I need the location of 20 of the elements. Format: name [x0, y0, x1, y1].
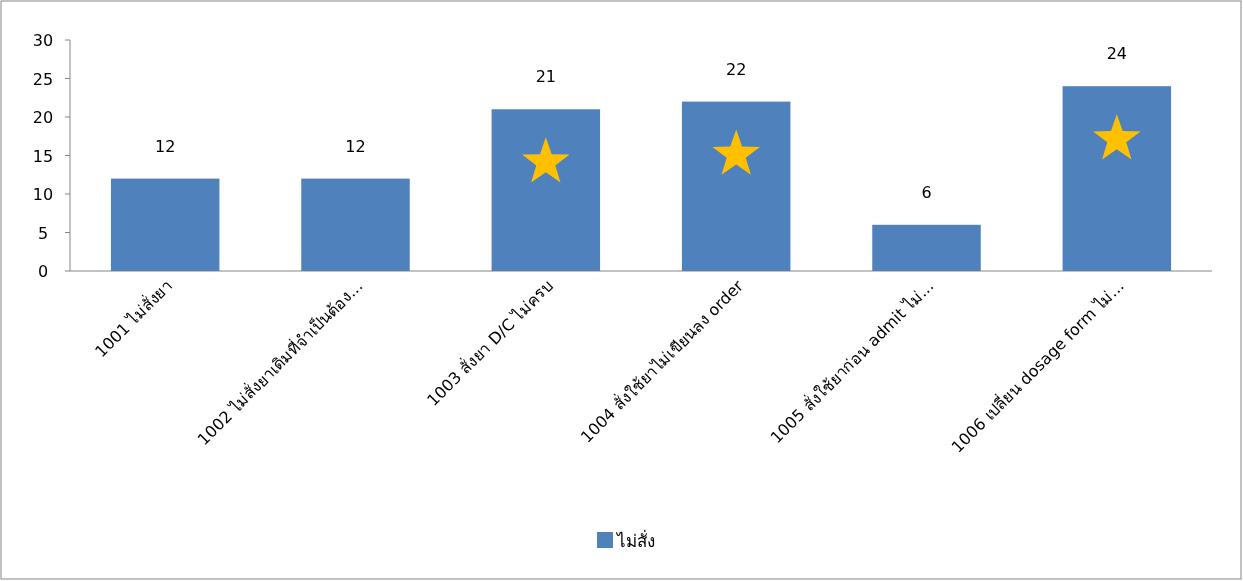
- bar: [110, 178, 220, 271]
- bar: [1062, 86, 1172, 271]
- bar: [491, 109, 601, 271]
- y-tick-label: 10: [32, 185, 54, 204]
- data-label: 12: [345, 136, 366, 156]
- data-label: 22: [725, 59, 747, 79]
- bar: [301, 178, 410, 271]
- data-label: 24: [1106, 44, 1128, 64]
- y-tick-label: 15: [32, 146, 54, 166]
- y-tick-label: 20: [32, 108, 54, 127]
- y-tick-label: 0: [37, 262, 49, 281]
- bar: [681, 101, 791, 271]
- legend-label: ไม่สั่ง: [615, 529, 655, 551]
- data-label: 12: [154, 136, 176, 156]
- data-label: 21: [535, 67, 557, 87]
- y-tick-label: 30: [32, 31, 54, 50]
- data-label: 6: [921, 182, 932, 202]
- bar: [872, 224, 981, 271]
- y-tick-label: 5: [37, 223, 49, 243]
- y-tick-label: 25: [32, 69, 54, 89]
